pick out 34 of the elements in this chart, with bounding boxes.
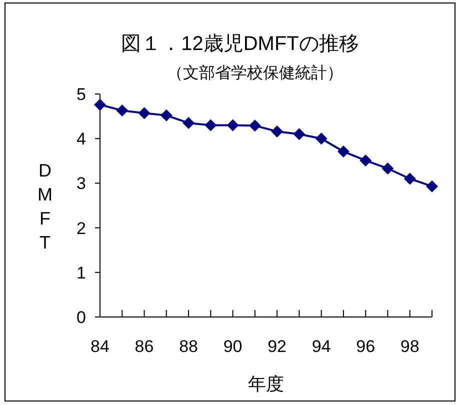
x-tick-label: 96 [356,337,376,356]
x-tick-label: 84 [90,337,110,356]
x-tick-label: 86 [134,337,154,356]
point [226,119,239,132]
x-tick-label: 90 [223,337,242,356]
point [160,109,172,122]
point [337,146,350,158]
point [315,132,328,145]
point [204,119,217,132]
point [138,107,150,120]
y-tick-label: 4 [76,130,86,149]
chart-title: 図１．12歳児DMFTの推移 [121,33,359,55]
point [382,162,394,174]
point [426,180,438,192]
point [116,104,128,116]
point [404,172,416,185]
y-axis-title: DMFT [38,160,52,252]
chart-subtitle: （文部省学校保健統計） [167,64,343,82]
y-tick-label: 5 [76,85,86,104]
x-tick-label: 94 [312,337,331,356]
x-tick-label: 92 [268,337,287,356]
y-tick-label: 0 [76,308,86,327]
point [94,98,106,111]
point [360,154,372,166]
y-tick-label: 2 [76,218,86,238]
point [271,125,284,138]
y-tick-label: 1 [76,263,86,282]
x-tick-label: 88 [179,337,198,356]
x-axis-title: 年度 [248,374,284,394]
x-tick-label: 98 [400,337,420,356]
point [182,116,195,129]
point [293,128,306,140]
y-tick-label: 3 [76,174,86,194]
point [248,120,261,132]
